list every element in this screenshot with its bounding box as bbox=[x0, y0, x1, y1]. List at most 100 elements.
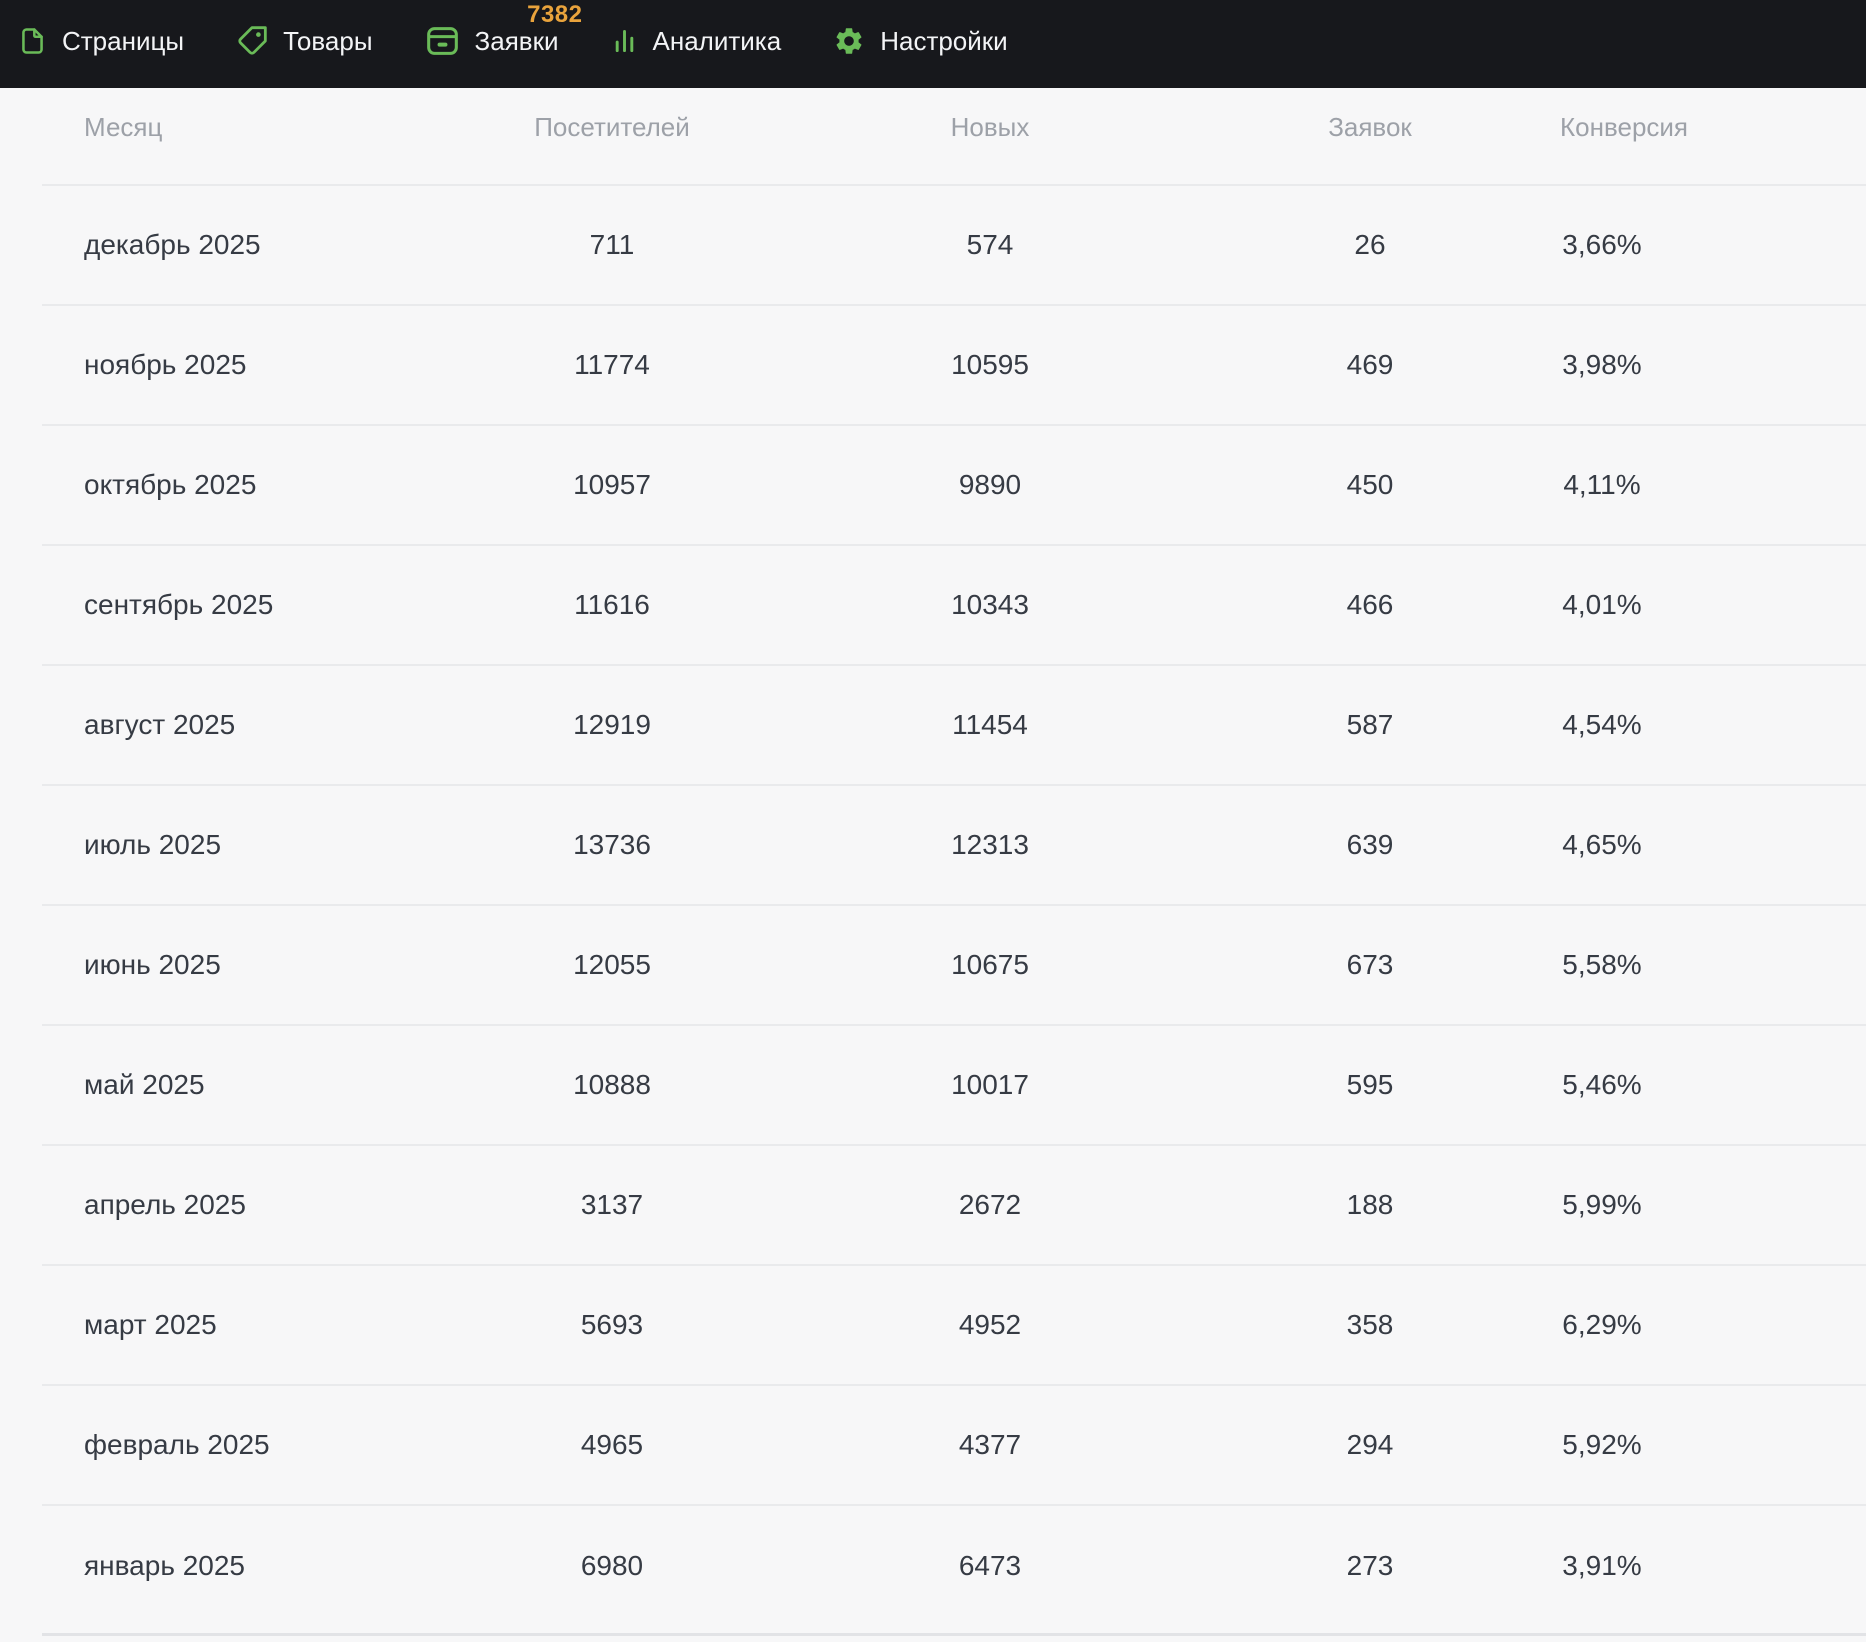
nav-item-requests[interactable]: Заявки 7382 bbox=[425, 1, 582, 57]
nav-item-pages[interactable]: Страницы bbox=[18, 25, 184, 57]
new-visitors-cell: 10675 bbox=[800, 904, 1180, 1025]
table-row: февраль 2025 4965 4377 294 5,92% bbox=[42, 1384, 1866, 1505]
requests-cell: 639 bbox=[1180, 784, 1560, 905]
visitors-cell: 5693 bbox=[424, 1264, 800, 1385]
requests-cell: 450 bbox=[1180, 424, 1560, 545]
monthly-analytics-table: Месяц Посетителей Новых Заявок Конверсия дек… bbox=[42, 88, 1866, 1625]
visitors-cell: 11774 bbox=[424, 304, 800, 425]
month-cell: май 2025 bbox=[42, 1024, 424, 1145]
conversion-cell: 4,65% bbox=[1560, 784, 1644, 905]
requests-cell: 587 bbox=[1180, 664, 1560, 785]
visitors-cell: 11616 bbox=[424, 544, 800, 665]
gear-icon bbox=[833, 25, 865, 57]
nav-item-label: Настройки bbox=[880, 25, 1008, 56]
conversion-cell: 4,11% bbox=[1560, 424, 1644, 545]
spacer-cell bbox=[1644, 1144, 1866, 1265]
table-row: январь 2025 6980 6473 273 3,91% bbox=[42, 1504, 1866, 1625]
visitors-cell: 10888 bbox=[424, 1024, 800, 1145]
requests-cell: 469 bbox=[1180, 304, 1560, 425]
nav-item-label: Страницы bbox=[62, 25, 185, 56]
requests-cell: 358 bbox=[1180, 1264, 1560, 1385]
conversion-cell: 3,98% bbox=[1560, 304, 1644, 425]
spacer-cell bbox=[1644, 664, 1866, 785]
month-cell: октябрь 2025 bbox=[42, 424, 424, 545]
month-cell: март 2025 bbox=[42, 1264, 424, 1385]
new-visitors-cell: 4377 bbox=[800, 1384, 1180, 1505]
visitors-cell: 10957 bbox=[424, 424, 800, 545]
visitors-cell: 711 bbox=[424, 184, 800, 305]
tag-icon bbox=[236, 25, 268, 57]
conversion-cell: 4,54% bbox=[1560, 664, 1644, 785]
spacer-cell bbox=[1644, 304, 1866, 425]
new-visitors-cell: 12313 bbox=[800, 784, 1180, 905]
spacer-cell bbox=[1644, 544, 1866, 665]
column-header-new-visitors: Новых bbox=[950, 111, 1030, 142]
nav-item-label: Товары bbox=[283, 25, 373, 56]
table-row: декабрь 2025 711 574 26 3,66% bbox=[42, 184, 1866, 305]
new-visitors-cell: 10343 bbox=[800, 544, 1180, 665]
requests-cell: 673 bbox=[1180, 904, 1560, 1025]
table-body: декабрь 2025 711 574 26 3,66% ноябрь 2025 117… bbox=[42, 184, 1866, 1625]
conversion-cell: 6,29% bbox=[1560, 1264, 1644, 1385]
month-cell: декабрь 2025 bbox=[42, 184, 424, 305]
visitors-cell: 13736 bbox=[424, 784, 800, 905]
new-visitors-cell: 10595 bbox=[800, 304, 1180, 425]
requests-cell: 294 bbox=[1180, 1384, 1560, 1505]
month-cell: февраль 2025 bbox=[42, 1384, 424, 1505]
top-nav: Страницы Товары Заявки 7382 Аналитика На… bbox=[0, 0, 1866, 88]
spacer-cell bbox=[1644, 1504, 1866, 1625]
table-header-row: Месяц Посетителей Новых Заявок Конверсия bbox=[42, 88, 1866, 185]
conversion-cell: 5,58% bbox=[1560, 904, 1644, 1025]
requests-count-badge: 7382 bbox=[527, 1, 583, 28]
nav-item-analytics[interactable]: Аналитика bbox=[611, 25, 782, 57]
nav-item-settings[interactable]: Настройки bbox=[833, 25, 1008, 57]
requests-cell: 273 bbox=[1180, 1504, 1560, 1625]
spacer-cell bbox=[1644, 424, 1866, 545]
requests-cell: 188 bbox=[1180, 1144, 1560, 1265]
column-header-requests: Заявок bbox=[1328, 111, 1412, 142]
month-cell: январь 2025 bbox=[42, 1504, 424, 1625]
new-visitors-cell: 11454 bbox=[800, 664, 1180, 785]
conversion-cell: 5,46% bbox=[1560, 1024, 1644, 1145]
conversion-cell: 4,01% bbox=[1560, 544, 1644, 665]
conversion-cell: 5,99% bbox=[1560, 1144, 1644, 1265]
conversion-cell: 3,66% bbox=[1560, 184, 1644, 305]
new-visitors-cell: 4952 bbox=[800, 1264, 1180, 1385]
column-header-conversion: Конверсия bbox=[1560, 111, 1689, 142]
column-header-month: Месяц bbox=[84, 111, 163, 142]
conversion-cell: 5,92% bbox=[1560, 1384, 1644, 1505]
table-row: сентябрь 2025 11616 10343 466 4,01% bbox=[42, 544, 1866, 665]
month-cell: сентябрь 2025 bbox=[42, 544, 424, 665]
new-visitors-cell: 2672 bbox=[800, 1144, 1180, 1265]
month-cell: апрель 2025 bbox=[42, 1144, 424, 1265]
visitors-cell: 12919 bbox=[424, 664, 800, 785]
conversion-cell: 3,91% bbox=[1560, 1504, 1644, 1625]
column-header-visitors: Посетителей bbox=[534, 111, 690, 142]
table-row: апрель 2025 3137 2672 188 5,99% bbox=[42, 1144, 1866, 1265]
new-visitors-cell: 574 bbox=[800, 184, 1180, 305]
table-row: август 2025 12919 11454 587 4,54% bbox=[42, 664, 1866, 785]
table-bottom-divider bbox=[42, 1633, 1866, 1639]
requests-cell: 466 bbox=[1180, 544, 1560, 665]
table-row: ноябрь 2025 11774 10595 469 3,98% bbox=[42, 304, 1866, 425]
visitors-cell: 6980 bbox=[424, 1504, 800, 1625]
table-row: май 2025 10888 10017 595 5,46% bbox=[42, 1024, 1866, 1145]
spacer-cell bbox=[1644, 184, 1866, 305]
visitors-cell: 4965 bbox=[424, 1384, 800, 1505]
nav-item-products[interactable]: Товары bbox=[236, 25, 373, 57]
new-visitors-cell: 6473 bbox=[800, 1504, 1180, 1625]
nav-item-label: Аналитика bbox=[652, 25, 782, 56]
new-visitors-cell: 9890 bbox=[800, 424, 1180, 545]
nav-item-label: Заявки bbox=[474, 25, 559, 56]
table-row: март 2025 5693 4952 358 6,29% bbox=[42, 1264, 1866, 1385]
month-cell: август 2025 bbox=[42, 664, 424, 785]
visitors-cell: 3137 bbox=[424, 1144, 800, 1265]
table-row: июль 2025 13736 12313 639 4,65% bbox=[42, 784, 1866, 905]
month-cell: июль 2025 bbox=[42, 784, 424, 905]
spacer-cell bbox=[1644, 1024, 1866, 1145]
requests-cell: 26 bbox=[1180, 184, 1560, 305]
requests-cell: 595 bbox=[1180, 1024, 1560, 1145]
bar-chart-icon bbox=[611, 25, 638, 57]
spacer-cell bbox=[1644, 904, 1866, 1025]
new-visitors-cell: 10017 bbox=[800, 1024, 1180, 1145]
